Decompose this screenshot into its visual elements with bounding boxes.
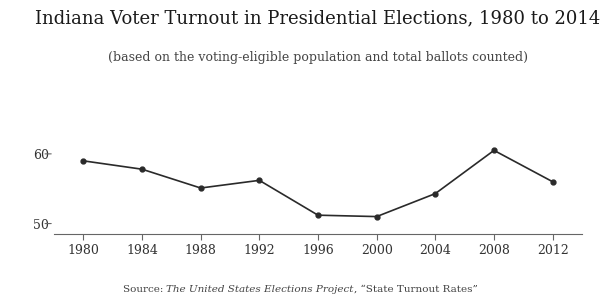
Text: , “State Turnout Rates”: , “State Turnout Rates”: [353, 285, 478, 294]
Text: The United States Elections Project: The United States Elections Project: [166, 285, 353, 294]
Text: Indiana Voter Turnout in Presidential Elections, 1980 to 2014: Indiana Voter Turnout in Presidential El…: [35, 9, 600, 27]
Text: (based on the voting-eligible population and total ballots counted): (based on the voting-eligible population…: [108, 51, 528, 64]
Text: Source:: Source:: [122, 285, 166, 294]
